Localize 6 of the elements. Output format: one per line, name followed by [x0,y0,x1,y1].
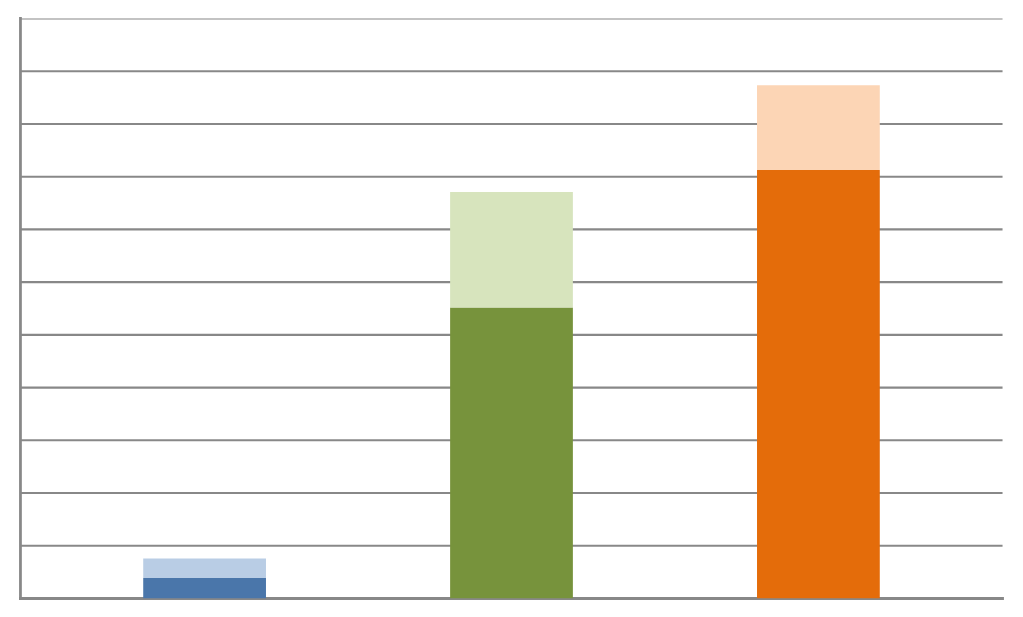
bar [143,577,266,599]
bar [450,307,573,599]
bar [757,85,880,170]
bar [143,558,266,578]
bar [757,169,880,599]
bar [450,191,573,308]
